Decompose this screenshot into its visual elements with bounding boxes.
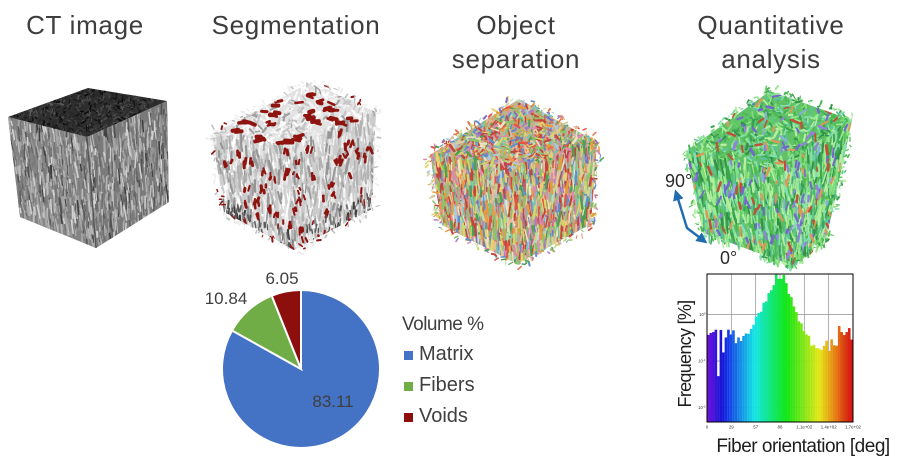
svg-text:0: 0 bbox=[706, 425, 709, 430]
svg-text:10-2: 10-2 bbox=[698, 405, 706, 410]
svg-text:29: 29 bbox=[729, 425, 734, 430]
svg-text:1.7e+02: 1.7e+02 bbox=[845, 425, 862, 430]
svg-text:1.1e+02: 1.1e+02 bbox=[796, 425, 813, 430]
svg-text:10-1: 10-1 bbox=[698, 358, 706, 363]
svg-text:1.4e+02: 1.4e+02 bbox=[821, 425, 838, 430]
svg-text:86: 86 bbox=[778, 425, 783, 430]
svg-text:57: 57 bbox=[753, 425, 758, 430]
svg-text:100: 100 bbox=[699, 312, 706, 317]
